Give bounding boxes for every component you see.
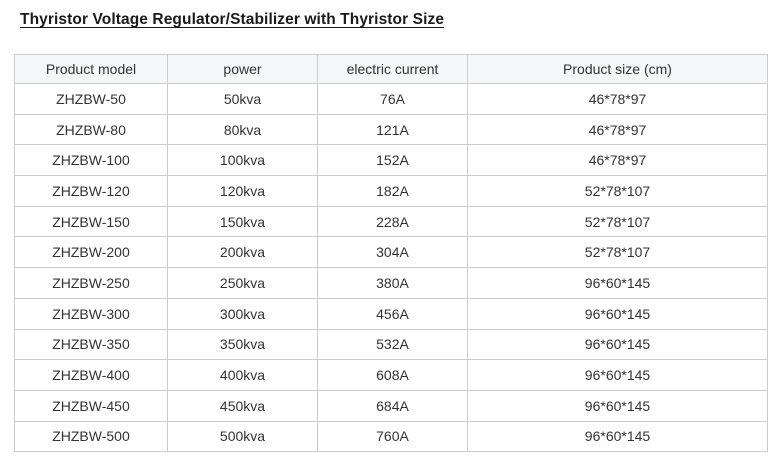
- cell-product-size: 52*78*107: [467, 205, 768, 238]
- cell-product-model: ZHZBW-50: [14, 83, 168, 115]
- cell-product-size: 96*60*145: [467, 297, 768, 330]
- table-row: ZHZBW-350 350kva 532A 96*60*145: [14, 328, 768, 361]
- cell-product-model: ZHZBW-100: [14, 144, 168, 177]
- cell-power: 350kva: [167, 328, 318, 361]
- table-row: ZHZBW-150 150kva 228A 52*78*107: [14, 205, 768, 238]
- cell-power: 80kva: [167, 113, 318, 146]
- cell-power: 300kva: [167, 297, 318, 330]
- cell-product-model: ZHZBW-500: [14, 420, 168, 453]
- cell-electric-current: 532A: [317, 328, 468, 361]
- cell-product-size: 96*60*145: [467, 389, 768, 422]
- cell-power: 250kva: [167, 267, 318, 299]
- table-row: ZHZBW-100 100kva 152A 46*78*97: [14, 144, 768, 177]
- cell-product-size: 52*78*107: [467, 175, 768, 207]
- table-row: ZHZBW-500 500kva 760A 96*60*145: [14, 420, 768, 453]
- column-header-product-model: Product model: [14, 54, 168, 84]
- cell-product-size: 46*78*97: [467, 113, 768, 146]
- cell-electric-current: 304A: [317, 236, 468, 269]
- cell-electric-current: 608A: [317, 359, 468, 391]
- cell-electric-current: 121A: [317, 113, 468, 146]
- cell-product-model: ZHZBW-400: [14, 359, 168, 391]
- cell-power: 50kva: [167, 83, 318, 115]
- cell-power: 450kva: [167, 389, 318, 422]
- cell-power: 100kva: [167, 144, 318, 177]
- cell-product-model: ZHZBW-450: [14, 389, 168, 422]
- table-row: ZHZBW-450 450kva 684A 96*60*145: [14, 389, 768, 422]
- cell-product-size: 46*78*97: [467, 144, 768, 177]
- table-row: ZHZBW-250 250kva 380A 96*60*145: [14, 267, 768, 299]
- column-header-electric-current: electric current: [317, 54, 468, 84]
- table-header-row: Product model power electric current Pro…: [14, 54, 768, 84]
- cell-electric-current: 684A: [317, 389, 468, 422]
- table-row: ZHZBW-50 50kva 76A 46*78*97: [14, 83, 768, 115]
- cell-product-size: 52*78*107: [467, 236, 768, 269]
- product-spec-table: Product model power electric current Pro…: [14, 54, 768, 453]
- cell-power: 120kva: [167, 175, 318, 207]
- cell-electric-current: 760A: [317, 420, 468, 453]
- cell-power: 400kva: [167, 359, 318, 391]
- cell-power: 500kva: [167, 420, 318, 453]
- cell-electric-current: 76A: [317, 83, 468, 115]
- cell-electric-current: 152A: [317, 144, 468, 177]
- cell-product-size: 96*60*145: [467, 267, 768, 299]
- cell-product-size: 96*60*145: [467, 359, 768, 391]
- table-row: ZHZBW-300 300kva 456A 96*60*145: [14, 297, 768, 330]
- column-header-product-size: Product size (cm): [467, 54, 768, 84]
- page-title: Thyristor Voltage Regulator/Stabilizer w…: [20, 11, 445, 28]
- cell-electric-current: 456A: [317, 297, 468, 330]
- cell-power: 150kva: [167, 205, 318, 238]
- cell-electric-current: 182A: [317, 175, 468, 207]
- cell-product-size: 46*78*97: [467, 83, 768, 115]
- cell-product-model: ZHZBW-300: [14, 297, 168, 330]
- cell-product-model: ZHZBW-120: [14, 175, 168, 207]
- cell-product-size: 96*60*145: [467, 328, 768, 361]
- cell-electric-current: 228A: [317, 205, 468, 238]
- table-row: ZHZBW-80 80kva 121A 46*78*97: [14, 113, 768, 146]
- cell-product-model: ZHZBW-250: [14, 267, 168, 299]
- table-row: ZHZBW-120 120kva 182A 52*78*107: [14, 175, 768, 207]
- cell-electric-current: 380A: [317, 267, 468, 299]
- cell-product-model: ZHZBW-150: [14, 205, 168, 238]
- cell-power: 200kva: [167, 236, 318, 269]
- table-row: ZHZBW-400 400kva 608A 96*60*145: [14, 359, 768, 391]
- cell-product-model: ZHZBW-80: [14, 113, 168, 146]
- cell-product-model: ZHZBW-350: [14, 328, 168, 361]
- cell-product-model: ZHZBW-200: [14, 236, 168, 269]
- column-header-power: power: [167, 54, 318, 84]
- cell-product-size: 96*60*145: [467, 420, 768, 453]
- table-row: ZHZBW-200 200kva 304A 52*78*107: [14, 236, 768, 269]
